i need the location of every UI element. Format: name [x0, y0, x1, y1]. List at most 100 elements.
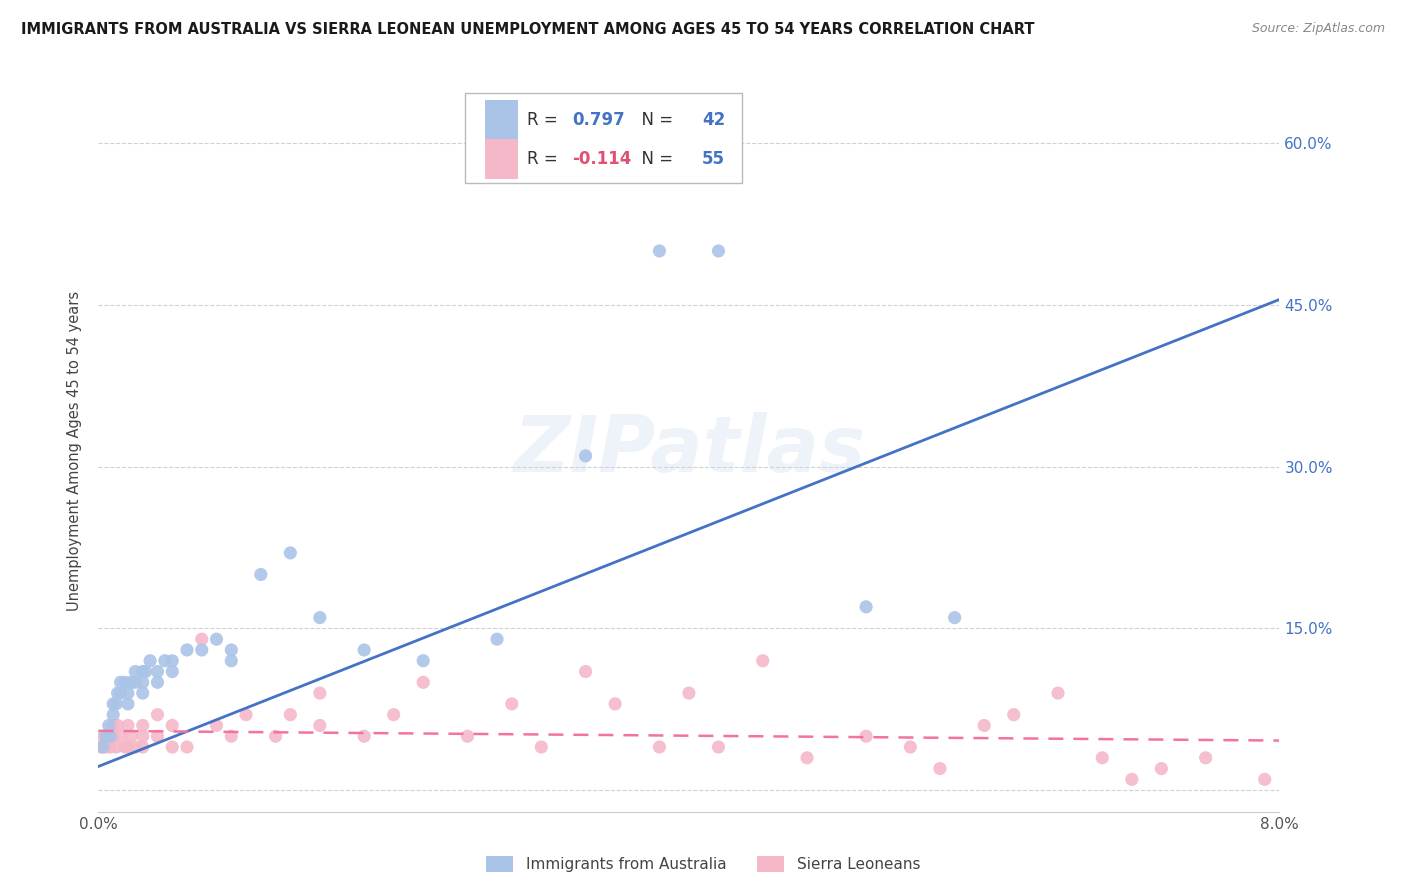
Text: R =: R =: [527, 111, 564, 128]
Point: [280, 707, 302, 722]
Point: [1121, 772, 1143, 787]
Point: [707, 739, 730, 754]
Text: 0.797: 0.797: [572, 111, 624, 128]
Point: [132, 739, 155, 754]
Text: IMMIGRANTS FROM AUSTRALIA VS SIERRA LEONEAN UNEMPLOYMENT AMONG AGES 45 TO 54 YEA: IMMIGRANTS FROM AUSTRALIA VS SIERRA LEON…: [21, 22, 1035, 37]
Point: [107, 686, 129, 700]
Point: [929, 762, 952, 776]
Point: [412, 654, 434, 668]
Point: [146, 665, 169, 679]
Point: [97, 718, 120, 732]
Point: [530, 739, 553, 754]
Point: [648, 244, 671, 258]
Text: 42: 42: [702, 111, 725, 128]
Point: [973, 718, 995, 732]
Point: [139, 654, 162, 668]
Point: [132, 665, 155, 679]
Point: [132, 729, 155, 743]
Point: [146, 707, 169, 722]
Point: [353, 729, 375, 743]
Point: [117, 686, 139, 700]
Point: [110, 675, 132, 690]
Point: [117, 697, 139, 711]
Point: [103, 707, 125, 722]
Text: ZIPatlas: ZIPatlas: [513, 412, 865, 489]
Point: [107, 718, 129, 732]
Point: [162, 739, 183, 754]
Point: [94, 729, 117, 743]
Point: [605, 697, 627, 711]
Point: [575, 449, 598, 463]
Point: [707, 244, 730, 258]
Point: [176, 643, 198, 657]
Point: [221, 643, 243, 657]
Text: R =: R =: [527, 150, 564, 168]
Point: [235, 707, 257, 722]
Text: Source: ZipAtlas.com: Source: ZipAtlas.com: [1251, 22, 1385, 36]
Point: [501, 697, 523, 711]
Point: [135, 665, 157, 679]
Point: [457, 729, 479, 743]
Point: [280, 546, 302, 560]
Point: [264, 729, 287, 743]
Bar: [485, 139, 517, 178]
Legend: Immigrants from Australia, Sierra Leoneans: Immigrants from Australia, Sierra Leonea…: [478, 848, 928, 880]
Point: [855, 599, 877, 614]
Point: [120, 729, 142, 743]
Point: [1195, 751, 1218, 765]
Point: [98, 729, 121, 743]
Point: [91, 729, 114, 743]
Point: [575, 665, 598, 679]
Point: [678, 686, 700, 700]
Point: [120, 675, 142, 690]
Point: [103, 697, 125, 711]
Point: [90, 739, 112, 754]
Point: [153, 654, 176, 668]
Point: [412, 675, 434, 690]
Point: [1254, 772, 1277, 787]
Point: [105, 697, 128, 711]
Point: [1046, 686, 1070, 700]
Point: [176, 739, 198, 754]
Point: [205, 718, 228, 732]
Point: [309, 686, 332, 700]
Point: [96, 729, 118, 743]
Point: [221, 729, 243, 743]
Point: [205, 632, 228, 647]
Point: [132, 718, 155, 732]
Text: 55: 55: [702, 150, 725, 168]
Point: [1150, 762, 1173, 776]
Point: [353, 643, 375, 657]
Point: [103, 718, 125, 732]
Point: [103, 729, 125, 743]
Point: [162, 665, 183, 679]
Point: [250, 567, 273, 582]
Point: [117, 718, 139, 732]
Bar: [485, 100, 517, 139]
Point: [124, 739, 146, 754]
Point: [105, 739, 128, 754]
Point: [191, 643, 214, 657]
Point: [114, 675, 136, 690]
Point: [132, 675, 155, 690]
Point: [146, 675, 169, 690]
Point: [117, 739, 139, 754]
Point: [486, 632, 509, 647]
Text: N =: N =: [631, 111, 679, 128]
Point: [124, 675, 146, 690]
Point: [855, 729, 877, 743]
Point: [1002, 707, 1025, 722]
Point: [752, 654, 775, 668]
Point: [91, 739, 114, 754]
Point: [110, 686, 132, 700]
Point: [796, 751, 818, 765]
Point: [191, 632, 214, 647]
Point: [900, 739, 922, 754]
Text: N =: N =: [631, 150, 679, 168]
Y-axis label: Unemployment Among Ages 45 to 54 years: Unemployment Among Ages 45 to 54 years: [67, 291, 83, 610]
Point: [110, 729, 132, 743]
Point: [309, 610, 332, 624]
Point: [648, 739, 671, 754]
Point: [309, 718, 332, 732]
Point: [146, 729, 169, 743]
